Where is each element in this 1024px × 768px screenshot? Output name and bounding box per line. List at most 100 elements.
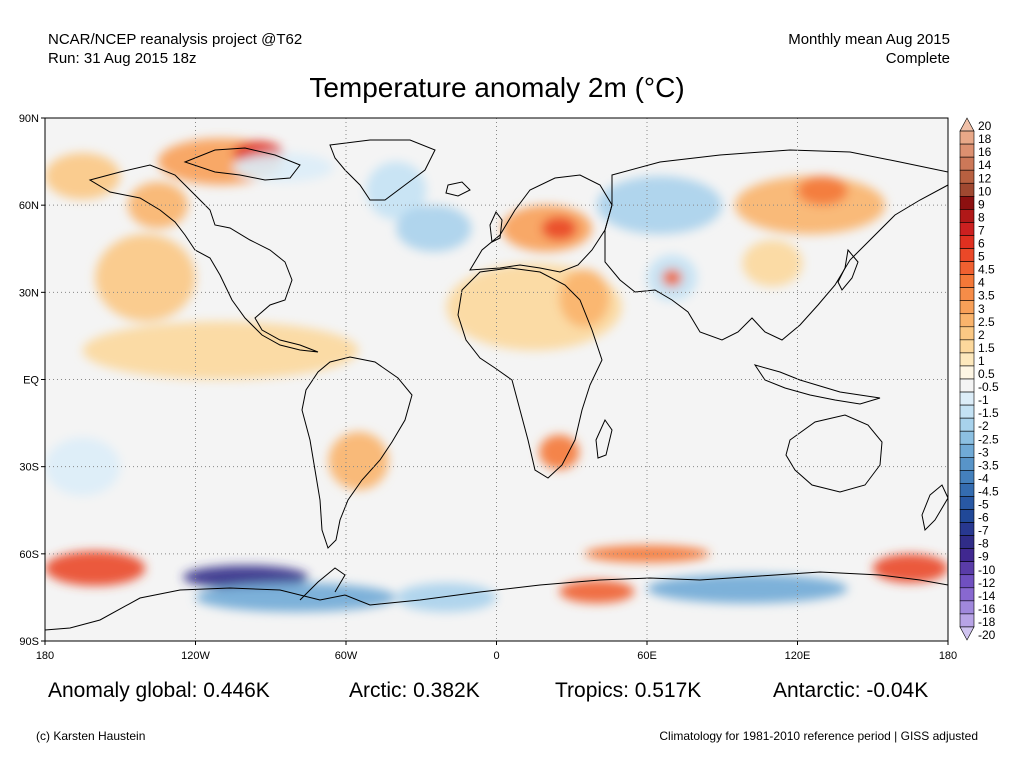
colorbar-label: 10 [978, 184, 992, 198]
coastline-north-america [88, 164, 319, 353]
stat-global: Anomaly global: 0.446K [48, 679, 270, 702]
lon-tick-label: 120E [785, 650, 811, 662]
colorbar-swatch [959, 626, 975, 641]
lon-tick-label: 60E [637, 650, 657, 662]
colorbar-swatch [959, 548, 975, 563]
anomaly-region [596, 176, 723, 235]
colorbar-label: 6 [978, 237, 985, 251]
anomaly-region [182, 565, 309, 589]
colorbar-swatch [959, 143, 975, 158]
colorbar-label: 3 [978, 302, 985, 316]
anomaly-region [872, 553, 948, 583]
colorbar: 201816141210987654.543.532.521.510.5-0.5… [959, 117, 999, 642]
colorbar-label: 1 [978, 354, 985, 368]
axis-labels: 180 120W 60W 0 60E 120E 180 90N 60N 30N EQ 30S 60S 90… [19, 113, 957, 662]
colorbar-label: 2.5 [978, 315, 995, 329]
coastline-south-america [301, 356, 413, 549]
model-info: NCAR/NCEP reanalysis project @T62 [48, 31, 303, 48]
colorbar-label: 3.5 [978, 289, 995, 303]
colorbar-label: 8 [978, 210, 985, 224]
colorbar-label: -2 [978, 419, 989, 433]
colorbar-swatch [959, 352, 975, 367]
colorbar-label: 4 [978, 276, 985, 290]
colorbar-swatch [959, 443, 975, 458]
colorbar-swatch [959, 613, 975, 628]
coastline-africa [457, 267, 603, 479]
anomaly-region [233, 152, 334, 182]
colorbar-label: -8 [978, 537, 989, 551]
colorbar-swatch [959, 365, 975, 380]
anomaly-region [396, 582, 497, 612]
colorbar-label: -1.5 [978, 406, 999, 420]
colorbar-swatch [959, 600, 975, 615]
anomaly-region [662, 269, 683, 287]
lat-tick-label: 60N [19, 200, 39, 212]
colorbar-label: 16 [978, 145, 992, 159]
coastline-australia [785, 414, 883, 493]
stat-tropics: Tropics: 0.517K [555, 679, 702, 702]
lon-tick-label: 0 [493, 650, 499, 662]
colorbar-swatch [959, 209, 975, 223]
colorbar-swatch [959, 222, 975, 236]
anomaly-region [647, 574, 848, 604]
lat-tick-label: 90S [19, 636, 39, 648]
colorbar-swatch [959, 300, 975, 315]
colorbar-label: -14 [978, 589, 996, 603]
colorbar-swatch [959, 326, 975, 341]
anomaly-region [45, 550, 146, 586]
anomaly-region [742, 240, 803, 287]
colorbar-swatch [959, 182, 975, 197]
anomaly-region [797, 176, 848, 206]
colorbar-label: -3 [978, 445, 989, 459]
colorbar-label: -18 [978, 615, 996, 629]
colorbar-swatch [959, 196, 975, 210]
anomaly-region [559, 269, 610, 328]
colorbar-swatch [959, 522, 975, 536]
colorbar-swatch [959, 261, 975, 275]
colorbar-swatch [959, 509, 975, 523]
lon-tick-label: 120W [181, 650, 210, 662]
colorbar-label: -7 [978, 524, 989, 538]
colorbar-swatch [959, 574, 975, 589]
header-right: Monthly mean Aug 2015 Complete [788, 30, 950, 68]
colorbar-swatch [959, 313, 975, 328]
colorbar-label: -20 [978, 628, 996, 642]
lat-tick-label: EQ [23, 375, 39, 387]
colorbar-swatch [959, 470, 975, 484]
colorbar-swatch [959, 456, 975, 471]
colorbar-swatch [959, 391, 975, 406]
period-info: Monthly mean Aug 2015 [788, 31, 950, 48]
colorbar-label: 5 [978, 250, 985, 264]
coastline-antarctic-peninsula [299, 567, 346, 601]
colorbar-label: 12 [978, 171, 992, 185]
anomaly-region [734, 176, 886, 235]
colorbar-label: -1 [978, 393, 989, 407]
stats-row: Anomaly global: 0.446K Arctic: 0.382K Tr… [48, 679, 948, 707]
colorbar-label: -4 [978, 471, 989, 485]
lon-tick-label: 60W [335, 650, 358, 662]
colorbar-label: 20 [978, 119, 992, 133]
run-info: Run: 31 Aug 2015 18z [48, 50, 197, 67]
colorbar-swatch [959, 587, 975, 602]
header-left: NCAR/NCEP reanalysis project @T62 Run: 3… [48, 30, 302, 68]
coastline-iceland [445, 181, 471, 197]
lon-tick-label: 180 [939, 650, 957, 662]
colorbar-label: -6 [978, 511, 989, 525]
stat-antarctic: Antarctic: -0.04K [773, 679, 929, 702]
colorbar-label: 4.5 [978, 263, 995, 277]
colorbar-swatch [959, 156, 975, 171]
footer-credit: (c) Karsten Haustein [36, 729, 146, 743]
anomaly-region [82, 321, 359, 380]
colorbar-swatch [959, 496, 975, 510]
anomaly-region [328, 431, 389, 490]
coastlines [45, 139, 948, 631]
completion-status: Complete [885, 50, 950, 67]
colorbar-swatch [959, 169, 975, 184]
lat-tick-label: 60S [19, 549, 39, 561]
anomaly-region [541, 216, 577, 241]
coastline-asia [604, 149, 948, 341]
coastline-british-isles [489, 211, 503, 243]
colorbar-swatch [959, 274, 975, 288]
anomaly-region [45, 152, 121, 200]
colorbar-label: -4.5 [978, 484, 999, 498]
